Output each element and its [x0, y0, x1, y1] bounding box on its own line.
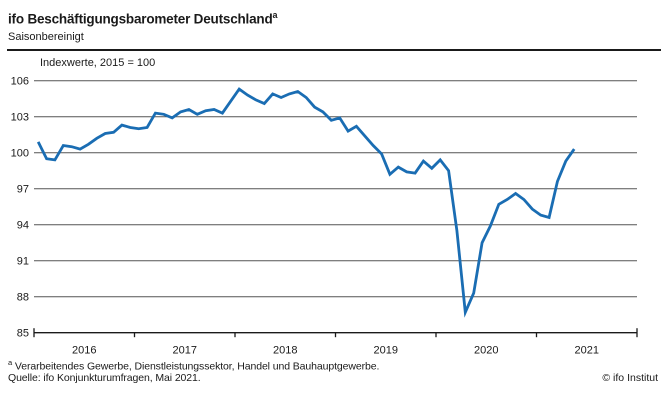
page-title-footnote-marker: a	[272, 10, 278, 20]
x-axis-label: 2020	[474, 345, 498, 357]
footnote-text: Verarbeitendes Gewerbe, Dienstleistungss…	[12, 360, 380, 373]
x-axis-label: 2021	[575, 345, 599, 357]
y-axis-label: 85	[17, 328, 29, 340]
page-title: ifo Beschäftigungsbarometer Deutschlanda	[8, 10, 278, 27]
y-axis-label: 106	[11, 76, 29, 88]
y-axis-label: 94	[17, 220, 29, 232]
y-axis-label: 97	[17, 184, 29, 196]
y-axis-label: 100	[11, 148, 29, 160]
y-axis-label: 103	[11, 112, 29, 124]
x-axis-label: 2018	[273, 345, 297, 357]
chart-footnote: a Verarbeitendes Gewerbe, Dienstleistung…	[8, 358, 379, 373]
x-axis-label: 2016	[72, 345, 96, 357]
header-rule	[7, 49, 661, 51]
y-axis-label: 91	[17, 256, 29, 268]
y-axis-label: 88	[17, 292, 29, 304]
footnote-marker: a	[8, 358, 13, 367]
x-axis-label: 2017	[173, 345, 197, 357]
copyright-note: © ifo Institut	[602, 372, 658, 384]
data-line	[36, 87, 576, 318]
chart-unit-note: Indexwerte, 2015 = 100	[40, 57, 156, 69]
source-note: Quelle: ifo Konjunkturumfragen, Mai 2021…	[8, 372, 201, 384]
x-axis-label: 2019	[374, 345, 398, 357]
line-chart: 85 88 91 94 97 100 103 106 2016 2017 2018 2019 2020 2…	[11, 76, 638, 357]
page-title-text: ifo Beschäftigungsbarometer Deutschland	[8, 11, 273, 27]
page-subtitle: Saisonbereinigt	[8, 31, 84, 43]
